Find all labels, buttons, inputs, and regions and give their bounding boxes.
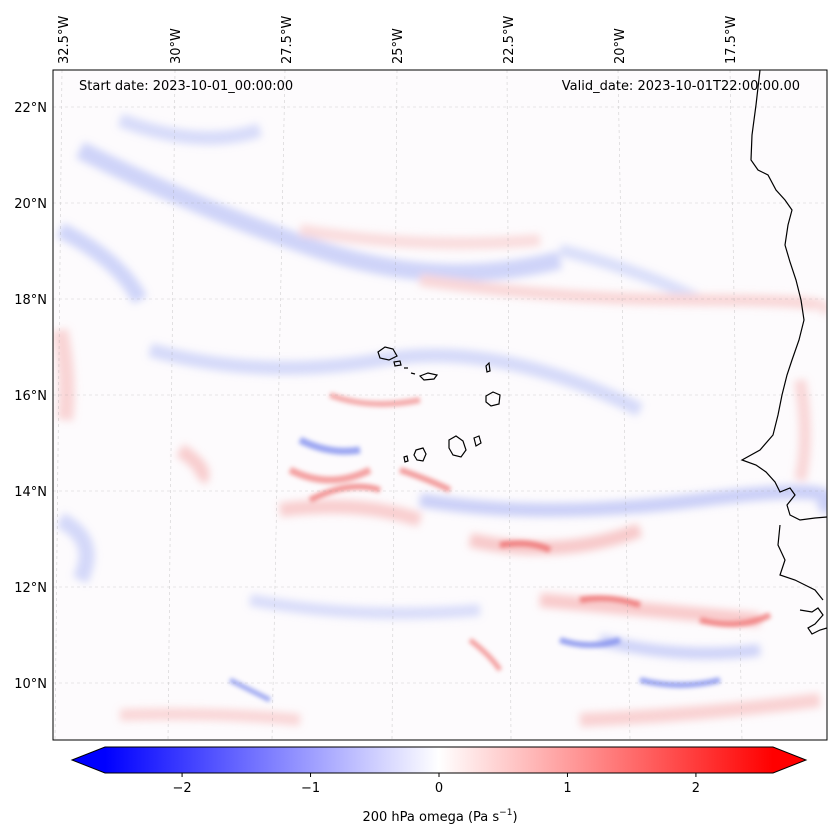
colorbar-label-exponent: −1 bbox=[499, 808, 512, 818]
latitude-labels: 22°N 20°N 18°N 16°N 14°N 12°N 10°N bbox=[14, 101, 47, 692]
colorbar-body bbox=[105, 747, 773, 773]
map-background bbox=[53, 70, 827, 740]
lon-label: 27.5°W bbox=[280, 16, 295, 64]
lon-label: 22.5°W bbox=[502, 16, 517, 64]
colorbar-tick-label: 2 bbox=[692, 781, 700, 796]
lon-label: 32.5°W bbox=[57, 16, 72, 64]
lat-label: 16°N bbox=[14, 389, 47, 404]
longitude-labels: 32.5°W 30°W 27.5°W 25°W 22.5°W 20°W 17.5… bbox=[57, 16, 739, 64]
colorbar-tick-label: 1 bbox=[563, 781, 571, 796]
colorbar-tick-label: −2 bbox=[172, 781, 191, 796]
colorbar-tick-label: 0 bbox=[435, 781, 443, 796]
gridlines bbox=[53, 70, 827, 740]
coastline bbox=[740, 70, 827, 635]
colorbar: −2 −1 0 1 2 200 hPa omega (Pa s−1) bbox=[70, 746, 808, 825]
lat-label: 10°N bbox=[14, 677, 47, 692]
lon-label: 30°W bbox=[169, 28, 184, 64]
omega-field bbox=[53, 113, 827, 727]
colorbar-tick-label: −1 bbox=[301, 781, 320, 796]
colorbar-extend-right bbox=[773, 747, 806, 773]
colorbar-ticks: −2 −1 0 1 2 bbox=[172, 773, 700, 796]
valid-date-label: Valid_date: 2023-10-01T22:00:00.00 bbox=[562, 79, 800, 94]
lat-label: 14°N bbox=[14, 485, 47, 500]
africa-coastline bbox=[740, 70, 827, 521]
colorbar-label-main: 200 hPa omega (Pa s bbox=[362, 810, 499, 825]
lat-label: 20°N bbox=[14, 197, 47, 212]
map-frame bbox=[52, 69, 828, 741]
lat-label: 12°N bbox=[14, 581, 47, 596]
lon-label: 20°W bbox=[613, 28, 628, 64]
lat-label: 22°N bbox=[14, 101, 47, 116]
start-date-label: Start date: 2023-10-01_00:00:00 bbox=[79, 79, 293, 94]
lon-label: 17.5°W bbox=[724, 16, 739, 64]
lat-label: 18°N bbox=[14, 293, 47, 308]
colorbar-label: 200 hPa omega (Pa s−1) bbox=[362, 808, 517, 825]
lon-label: 25°W bbox=[391, 28, 406, 64]
colorbar-extend-left bbox=[72, 747, 105, 773]
colorbar-outline bbox=[70, 746, 808, 774]
cape-verde-islands bbox=[377, 346, 501, 463]
colorbar-label-close: ) bbox=[512, 810, 517, 825]
